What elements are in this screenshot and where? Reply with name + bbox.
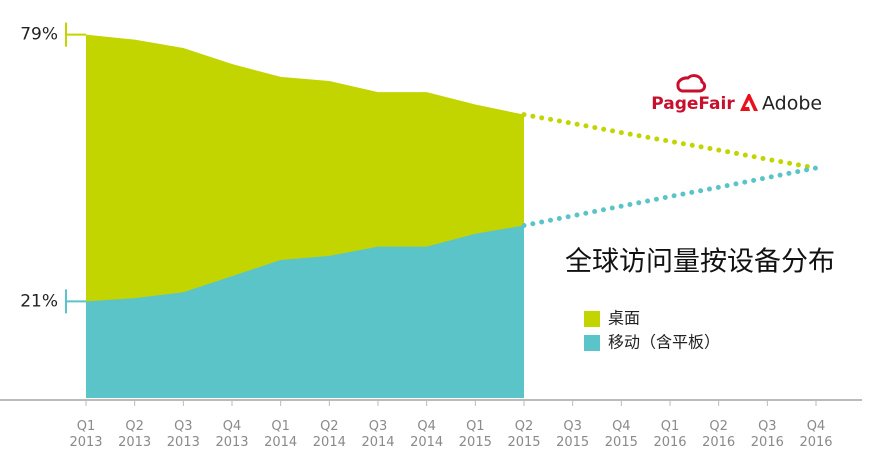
legend-swatch — [584, 311, 600, 327]
pagefair-logo: PageFair — [651, 74, 735, 114]
x-tick-label: Q1 2013 — [69, 419, 103, 450]
x-tick-label: Q2 2015 — [507, 419, 541, 450]
x-tick-label: Q3 2016 — [750, 419, 784, 450]
forecast-line — [521, 165, 819, 228]
legend-swatch — [584, 335, 600, 351]
x-tick-label: Q3 2015 — [556, 419, 590, 450]
x-tick-label: Q4 2015 — [604, 419, 638, 450]
x-tick-label: Q1 2016 — [653, 419, 687, 450]
x-tick-label: Q2 2014 — [312, 419, 346, 450]
x-tick-label: Q1 2014 — [264, 419, 298, 450]
x-tick-label: Q1 2015 — [458, 419, 492, 450]
area — [86, 225, 524, 398]
y-tick-label: 21% — [20, 291, 58, 311]
x-tick-label: Q4 2013 — [215, 419, 249, 450]
y-tick-label: 79% — [20, 25, 58, 45]
logo-text: PageFair — [651, 94, 735, 114]
legend-label: 桌面 — [608, 309, 640, 328]
x-tick-label: Q2 2013 — [118, 419, 152, 450]
adobe-logo: Adobe — [740, 93, 822, 115]
x-tick-label: Q3 2014 — [361, 419, 395, 450]
x-tick-label: Q2 2016 — [702, 419, 736, 450]
forecast-line — [521, 112, 819, 171]
x-tick-label: Q3 2013 — [166, 419, 200, 450]
logo-text: Adobe — [762, 93, 822, 115]
x-tick-label: Q4 2014 — [410, 419, 444, 450]
x-tick-label: Q4 2016 — [799, 419, 833, 450]
legend-label: 移动（含平板） — [608, 333, 720, 352]
chart-title: 全球访问量按设备分布 — [565, 247, 835, 278]
